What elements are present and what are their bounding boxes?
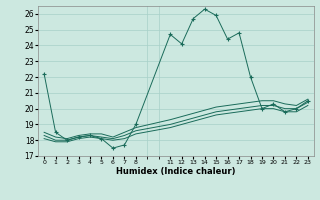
X-axis label: Humidex (Indice chaleur): Humidex (Indice chaleur)	[116, 167, 236, 176]
